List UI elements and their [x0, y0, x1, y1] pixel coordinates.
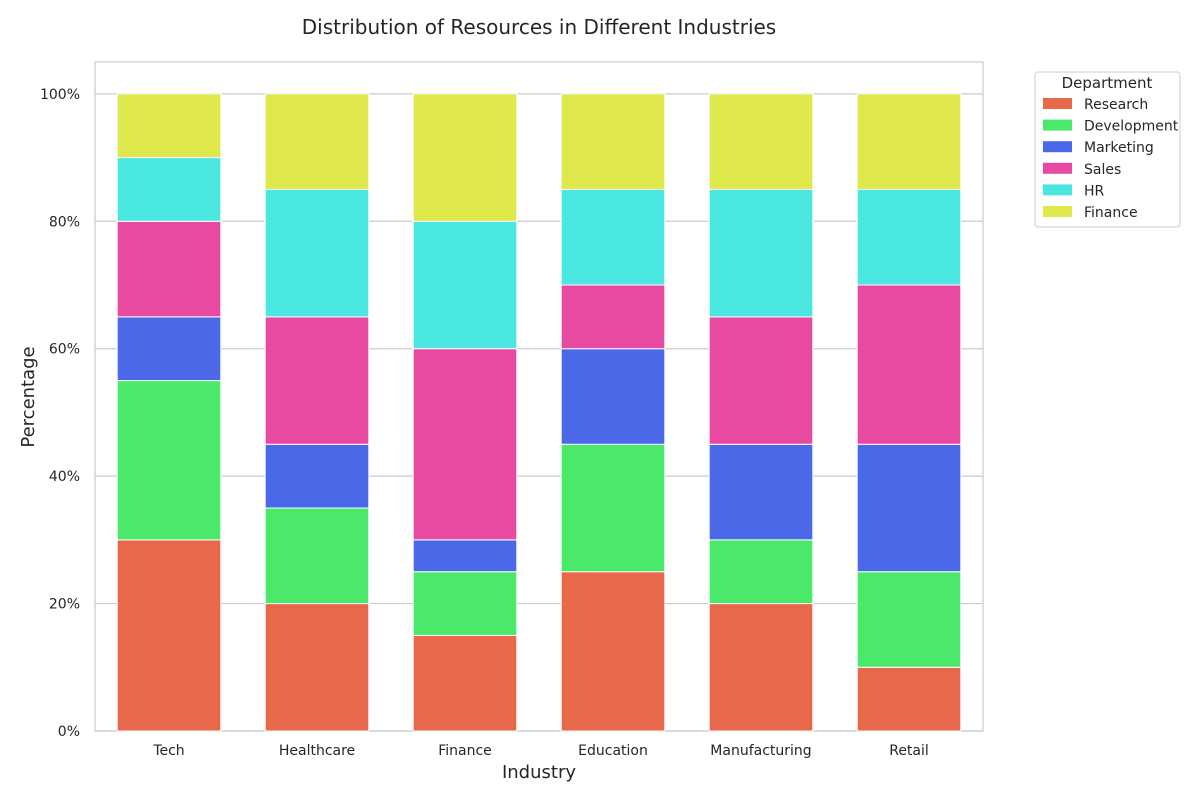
legend: Department Research Development Marketing S… — [1034, 71, 1181, 228]
bar-segment — [412, 571, 518, 636]
y-tick-label: 80% — [49, 214, 80, 230]
bar-segment — [560, 443, 666, 573]
legend-swatch — [1043, 206, 1072, 217]
bar-segment — [412, 539, 518, 573]
bar-segment — [116, 93, 222, 159]
bar-segment — [708, 443, 814, 541]
legend-label: Sales — [1084, 162, 1121, 178]
legend-label: Development — [1084, 119, 1179, 135]
y-tick-label: 60% — [49, 342, 80, 358]
bar-segment — [856, 188, 962, 286]
bar-segment — [560, 348, 666, 445]
plot-area — [94, 61, 984, 732]
bar-segment — [856, 93, 962, 190]
bar-segment — [116, 316, 222, 382]
bar-segment — [708, 603, 814, 732]
y-tick-label: 40% — [49, 469, 80, 485]
legend-swatch — [1043, 162, 1072, 174]
legend-swatch — [1043, 141, 1072, 153]
bar-segment — [116, 539, 222, 732]
legend-swatch — [1043, 184, 1072, 196]
bar-segment — [412, 220, 518, 350]
bar-segment — [116, 220, 222, 318]
legend-label: Finance — [1084, 205, 1138, 221]
bar-segment — [856, 443, 962, 573]
bar-segment — [560, 93, 666, 190]
chart-title: Distribution of Resources in Different I… — [302, 15, 776, 39]
x-axis-ticks: Tech Healthcare Finance Education Manufactur… — [152, 743, 928, 759]
x-tick-label: Finance — [438, 743, 492, 759]
bar-segment — [116, 157, 222, 222]
y-tick-label: 0% — [58, 724, 80, 740]
x-tick-label: Retail — [889, 743, 929, 759]
legend-label: Research — [1084, 97, 1148, 113]
legend-label: HR — [1084, 183, 1105, 199]
x-tick-label: Tech — [152, 743, 184, 759]
bar-segment — [116, 380, 222, 541]
bar-segment — [264, 188, 370, 318]
bar-segment — [708, 316, 814, 445]
legend-items: Research Development Marketing Sales HR Finan… — [1043, 97, 1179, 221]
x-tick-label: Manufacturing — [710, 743, 811, 759]
bar-segment — [708, 539, 814, 605]
bar-segment — [856, 571, 962, 668]
bar-segment — [560, 284, 666, 350]
bar-segment — [708, 93, 814, 190]
bar-segment — [560, 188, 666, 286]
bar-segment — [708, 188, 814, 318]
legend-swatch — [1043, 98, 1072, 109]
legend-title: Department — [1062, 74, 1153, 92]
y-tick-label: 20% — [49, 597, 80, 613]
y-tick-label: 100% — [40, 87, 80, 103]
bar-segment — [264, 443, 370, 509]
bar-segment — [560, 571, 666, 732]
legend-label: Marketing — [1084, 140, 1154, 156]
bar-segment — [856, 666, 962, 732]
x-tick-label: Education — [578, 743, 648, 759]
bar-segment — [264, 316, 370, 445]
y-axis-label: Percentage — [18, 346, 39, 447]
bar-segment — [412, 348, 518, 541]
bar-segment — [264, 603, 370, 732]
x-axis-label: Industry — [502, 762, 576, 783]
bar-segment — [264, 507, 370, 605]
x-tick-label: Healthcare — [279, 743, 355, 759]
grid-lines — [95, 93, 983, 732]
bars — [116, 93, 962, 732]
bar-segment — [412, 634, 518, 732]
legend-swatch — [1043, 119, 1072, 131]
bar-segment — [264, 93, 370, 190]
bar-segment — [412, 93, 518, 222]
y-axis-ticks: 0% 20% 40% 60% 80% 100% — [40, 87, 80, 740]
bar-segment — [856, 284, 962, 445]
